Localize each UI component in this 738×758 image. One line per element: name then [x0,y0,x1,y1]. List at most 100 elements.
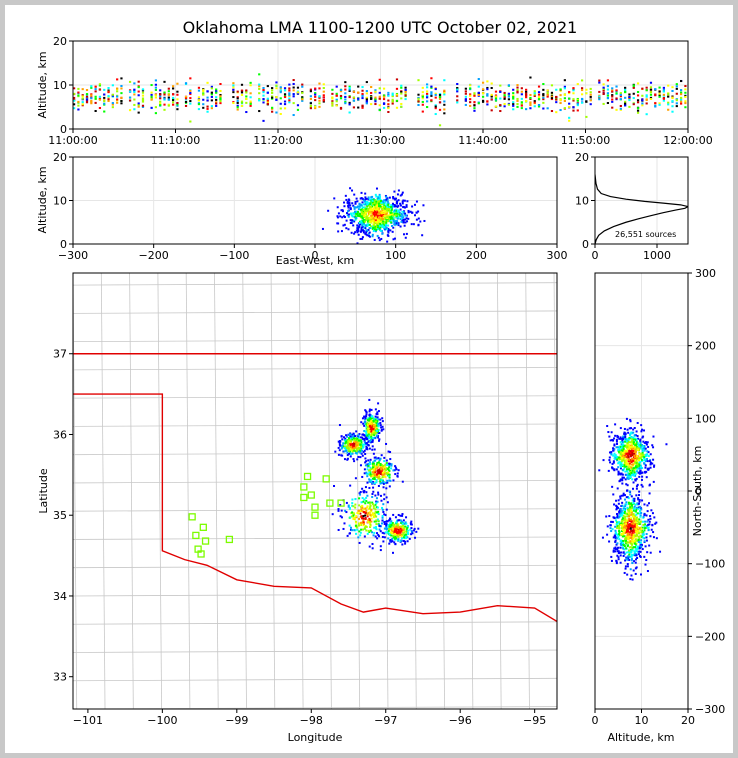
source-mark [210,91,213,94]
source-mark [365,231,368,234]
source-mark [348,89,351,92]
source-mark [644,545,647,548]
source-mark [375,519,378,522]
source-mark [361,237,364,240]
source-mark [301,98,304,101]
source-mark [350,231,353,234]
source-mark [667,101,670,104]
source-mark [369,203,372,206]
lma-station-marker [300,493,308,502]
source-mark [614,455,617,458]
source-mark [371,501,374,504]
source-mark [258,97,261,100]
source-mark [371,445,374,448]
source-mark [378,216,381,219]
source-mark [378,439,381,442]
source-mark [372,452,375,455]
source-mark [407,209,410,212]
source-mark [641,526,644,529]
source-mark [141,91,145,94]
lma-station-marker [199,523,207,531]
source-mark [354,206,357,209]
y-tick-label: 10 [575,195,589,208]
x-tick-label: 11:30:00 [356,134,405,147]
source-mark [376,218,379,221]
source-mark [631,506,634,509]
source-mark [359,512,362,515]
source-mark [385,206,388,209]
source-mark [624,102,627,105]
source-mark [585,115,588,118]
source-mark [98,88,102,91]
source-mark [367,196,370,199]
source-mark [618,512,621,515]
source-mark [381,210,384,213]
source-mark [637,459,640,462]
source-mark [331,101,334,104]
source-mark [628,474,631,477]
source-mark [283,107,287,110]
source-mark [635,467,638,470]
source-mark [486,93,489,96]
source-mark [626,428,629,431]
source-mark [640,545,643,548]
source-mark [397,189,400,192]
source-mark [388,208,391,211]
source-mark [637,444,640,447]
source-mark [633,427,636,430]
source-mark [383,527,386,530]
source-mark [652,531,655,534]
source-mark [631,515,634,518]
source-mark [634,547,637,550]
source-mark [374,193,377,196]
source-mark [390,221,393,224]
source-mark [651,462,654,465]
source-mark [628,555,631,558]
source-mark [625,451,628,454]
source-mark [393,531,396,534]
source-mark [377,422,380,425]
source-mark [372,419,375,422]
source-mark [631,451,634,454]
source-mark [630,440,633,443]
oklahoma-border [73,353,557,623]
x-tick-label: −300 [58,249,88,262]
source-mark [390,467,393,470]
source-mark [629,568,632,571]
source-mark [288,87,291,90]
source-mark [613,443,616,446]
source-mark [635,542,638,545]
source-mark [563,87,566,90]
source-mark [646,453,649,456]
source-mark [378,474,381,477]
source-mark [377,210,380,213]
source-mark [610,520,613,523]
source-mark [359,208,362,211]
source-mark [644,520,647,523]
source-mark [137,111,140,114]
source-mark [301,85,304,88]
source-mark [357,208,360,211]
source-mark [377,513,380,516]
source-mark [403,531,406,534]
source-mark [383,475,386,478]
source-mark [615,562,618,565]
source-mark [620,527,623,530]
source-mark [369,439,372,442]
source-mark [353,212,356,215]
source-mark [643,540,646,543]
source-mark [398,213,401,216]
source-mark [633,550,636,553]
source-mark [365,525,368,528]
source-mark [128,99,132,102]
source-mark [365,81,368,84]
source-mark [623,548,626,551]
source-mark [619,464,622,467]
source-mark [615,499,618,502]
source-mark [609,524,612,527]
source-mark [391,102,394,105]
source-mark [626,529,629,532]
source-mark [645,514,648,517]
source-mark [400,193,403,196]
source-mark [632,456,635,459]
